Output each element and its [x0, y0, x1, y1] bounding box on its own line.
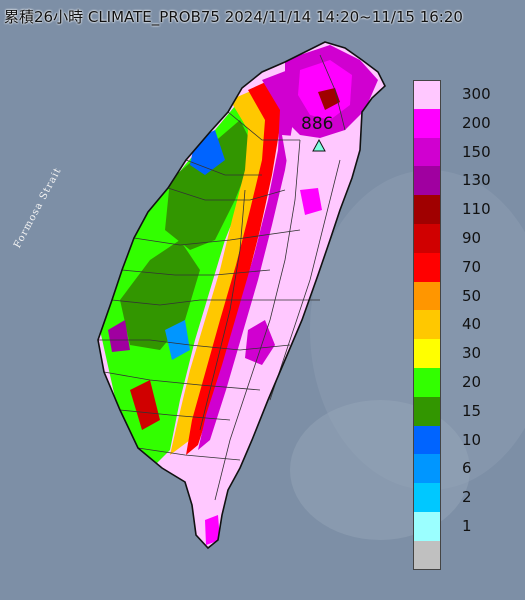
legend-swatch — [414, 483, 441, 512]
legend-swatch — [414, 339, 441, 368]
legend-label: 150 — [462, 142, 491, 161]
legend-label: 200 — [462, 113, 491, 132]
legend-swatch — [414, 166, 441, 196]
legend-swatch — [414, 281, 441, 311]
legend-label: 2 — [462, 488, 472, 507]
legend-label: 300 — [462, 85, 491, 103]
legend-swatch — [414, 512, 441, 541]
legend-swatch — [414, 425, 441, 455]
legend-label: 1 — [462, 517, 472, 535]
coastline — [97, 41, 386, 550]
legend-swatch — [414, 396, 441, 426]
legend-label: 130 — [462, 171, 491, 190]
legend-swatch — [414, 80, 441, 109]
legend-swatch — [414, 108, 441, 138]
legend-swatch — [414, 137, 441, 167]
peak-value-label: 886 — [301, 114, 334, 134]
legend-label: 110 — [462, 200, 491, 219]
legend-swatch — [414, 195, 441, 224]
legend-label: 70 — [462, 257, 482, 276]
legend-swatch — [414, 368, 441, 397]
legend-label: 40 — [462, 315, 482, 334]
rainfall-legend: 300 200 150 130 110 90 70 50 40 30 20 15 10 6 2 1 — [412, 80, 512, 570]
legend-label: 20 — [462, 373, 482, 391]
legend-label: 6 — [462, 459, 472, 478]
legend-swatch — [414, 252, 441, 282]
legend-label: 30 — [462, 344, 482, 363]
legend-label: 15 — [462, 401, 482, 420]
legend-swatch — [414, 454, 441, 484]
boundary-lines — [98, 54, 346, 501]
legend-swatch — [414, 540, 441, 570]
legend-label: 10 — [462, 430, 482, 449]
legend-label: 50 — [462, 286, 482, 305]
legend-swatch — [414, 224, 441, 253]
peak-marker-icon — [312, 138, 326, 152]
legend-swatch — [414, 310, 441, 340]
legend-label: 90 — [462, 229, 482, 247]
map-title: 累積26小時 CLIMATE_PROB75 2024/11/14 14:20~1… — [4, 8, 463, 26]
taiwan-island — [98, 42, 385, 548]
